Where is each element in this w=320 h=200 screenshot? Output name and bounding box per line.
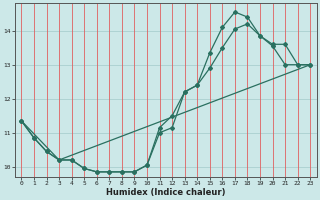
X-axis label: Humidex (Indice chaleur): Humidex (Indice chaleur) (106, 188, 226, 197)
